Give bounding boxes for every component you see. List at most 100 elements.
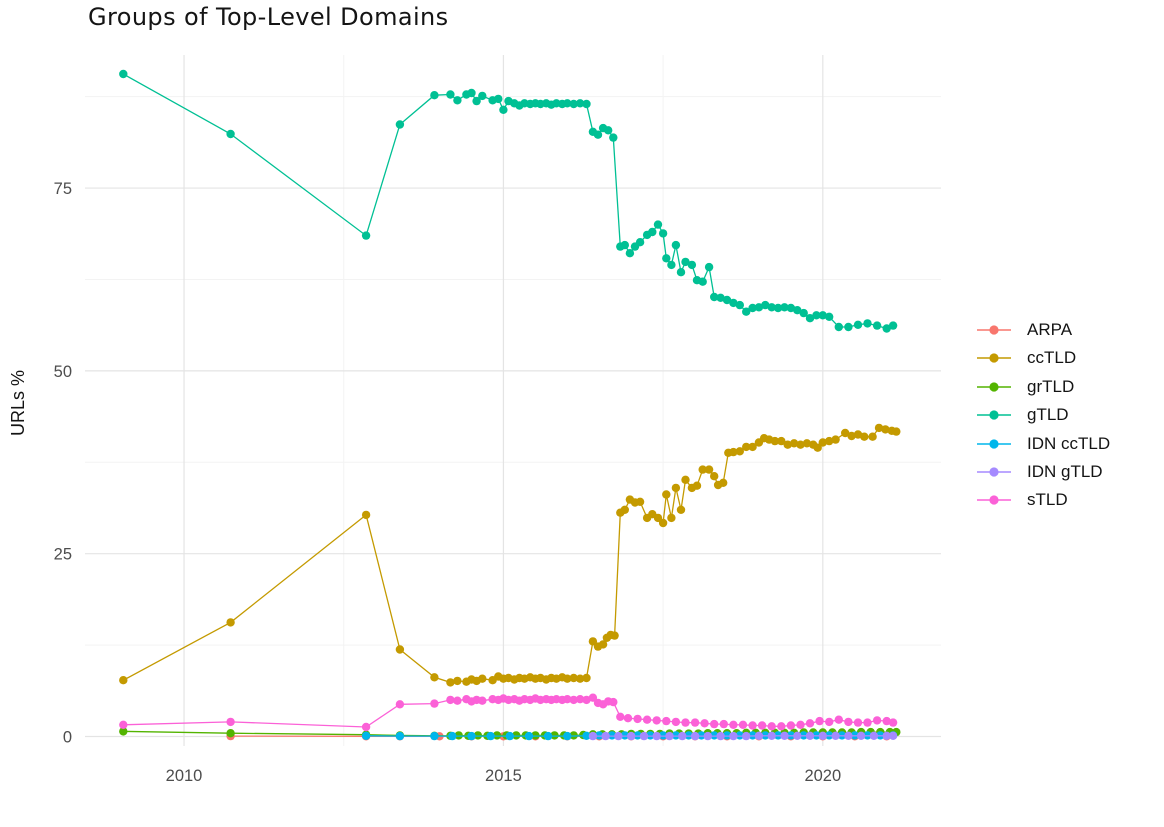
series-line-gtld xyxy=(122,73,894,330)
legend-label: gTLD xyxy=(1027,405,1069,425)
data-point xyxy=(499,105,508,115)
legend-label: ARPA xyxy=(1027,320,1073,339)
data-point xyxy=(627,731,636,741)
legend-key-icon xyxy=(977,467,1011,477)
data-point xyxy=(844,731,853,740)
data-point xyxy=(681,718,690,727)
y-axis-label: URLs % xyxy=(8,370,28,437)
data-point xyxy=(684,731,693,740)
data-point xyxy=(742,731,751,741)
data-point xyxy=(716,293,725,302)
data-point xyxy=(856,731,866,740)
data-point xyxy=(802,439,812,448)
data-point xyxy=(662,254,671,263)
data-point xyxy=(834,715,843,724)
data-point xyxy=(853,320,863,329)
data-point xyxy=(815,716,824,726)
data-point xyxy=(119,720,128,729)
data-point xyxy=(882,731,891,740)
data-point xyxy=(796,440,805,449)
data-point xyxy=(620,731,629,740)
data-point xyxy=(678,731,687,741)
data-point xyxy=(710,731,719,740)
data-point xyxy=(119,69,128,79)
data-point xyxy=(505,731,514,741)
data-point xyxy=(754,731,764,740)
data-point xyxy=(531,731,540,740)
data-point xyxy=(770,436,780,446)
data-point xyxy=(773,303,783,313)
data-point xyxy=(588,731,598,741)
data-point xyxy=(467,731,476,741)
data-point xyxy=(524,731,534,741)
data-point xyxy=(563,674,572,683)
data-point xyxy=(582,731,591,740)
data-point xyxy=(777,436,786,446)
data-point xyxy=(676,268,686,277)
data-point xyxy=(633,714,642,724)
series-stld xyxy=(119,693,898,732)
data-point xyxy=(869,731,879,740)
data-point xyxy=(453,96,462,105)
data-point xyxy=(786,721,796,730)
data-point xyxy=(610,631,619,640)
data-point xyxy=(888,718,898,727)
data-point xyxy=(588,693,598,702)
data-point xyxy=(793,306,802,315)
data-point xyxy=(667,513,676,523)
data-point xyxy=(361,510,371,520)
data-point xyxy=(361,722,371,732)
data-point xyxy=(748,303,757,313)
data-point xyxy=(588,637,598,646)
legend-item-arpa: ARPA xyxy=(975,320,1110,339)
data-point xyxy=(648,227,657,237)
data-point xyxy=(710,719,719,729)
y-axis-ticks: 0 25 50 75 xyxy=(54,180,72,746)
data-point xyxy=(652,731,661,741)
data-point xyxy=(478,696,487,705)
data-point xyxy=(786,303,796,313)
data-point xyxy=(729,447,738,457)
data-point xyxy=(722,731,732,740)
series-line-cctld xyxy=(122,427,897,684)
x-tick-label: 2015 xyxy=(485,767,522,785)
data-point xyxy=(662,490,671,499)
data-point xyxy=(704,465,714,474)
data-point xyxy=(831,435,840,444)
legend-key-icon xyxy=(977,325,1011,335)
data-point xyxy=(582,673,591,683)
data-point xyxy=(738,720,748,729)
legend-key-dot xyxy=(989,353,999,363)
data-point xyxy=(692,481,702,490)
series-gtld xyxy=(119,69,898,333)
legend-label: grTLD xyxy=(1027,376,1075,396)
y-tick-label: 75 xyxy=(54,180,72,198)
data-point xyxy=(818,438,827,447)
data-point xyxy=(671,731,681,740)
data-point xyxy=(472,96,481,106)
data-point xyxy=(454,731,463,740)
data-point xyxy=(805,719,815,728)
series-cctld xyxy=(119,423,901,687)
data-point xyxy=(754,303,764,312)
data-point xyxy=(853,430,863,439)
data-point xyxy=(486,731,495,741)
x-tick-label: 2010 xyxy=(166,767,203,785)
data-point xyxy=(719,478,728,487)
data-point xyxy=(868,432,877,441)
data-point xyxy=(623,714,633,723)
y-tick-label: 25 xyxy=(54,546,72,564)
gridlines-major xyxy=(85,55,941,746)
y-tick-label: 50 xyxy=(54,363,72,381)
data-point xyxy=(698,465,707,474)
legend-item-stld: sTLD xyxy=(975,490,1110,509)
data-point xyxy=(614,731,623,741)
data-point xyxy=(430,699,439,708)
data-point xyxy=(767,722,776,731)
data-point xyxy=(719,719,728,729)
data-point xyxy=(569,673,578,683)
data-point xyxy=(453,696,462,705)
data-point xyxy=(825,436,834,446)
data-point xyxy=(789,439,799,448)
data-point xyxy=(888,321,898,330)
